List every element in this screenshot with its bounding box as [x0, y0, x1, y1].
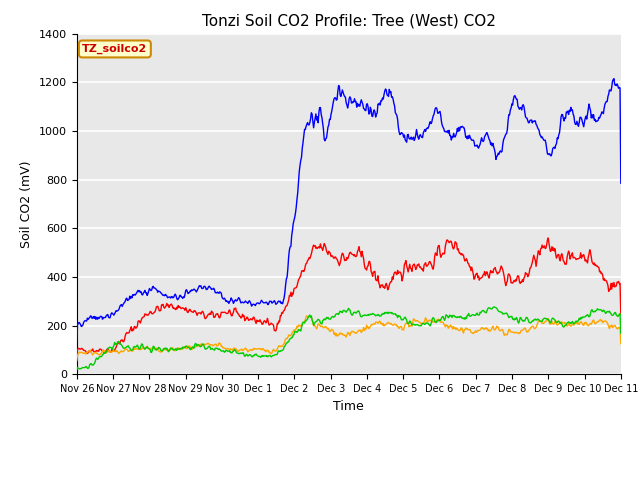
Title: Tonzi Soil CO2 Profile: Tree (West) CO2: Tonzi Soil CO2 Profile: Tree (West) CO2 [202, 13, 496, 28]
X-axis label: Time: Time [333, 400, 364, 413]
Text: TZ_soilco2: TZ_soilco2 [82, 44, 147, 54]
Y-axis label: Soil CO2 (mV): Soil CO2 (mV) [20, 160, 33, 248]
Legend: -2cm, -4cm, -8cm, -16cm: -2cm, -4cm, -8cm, -16cm [172, 475, 526, 480]
